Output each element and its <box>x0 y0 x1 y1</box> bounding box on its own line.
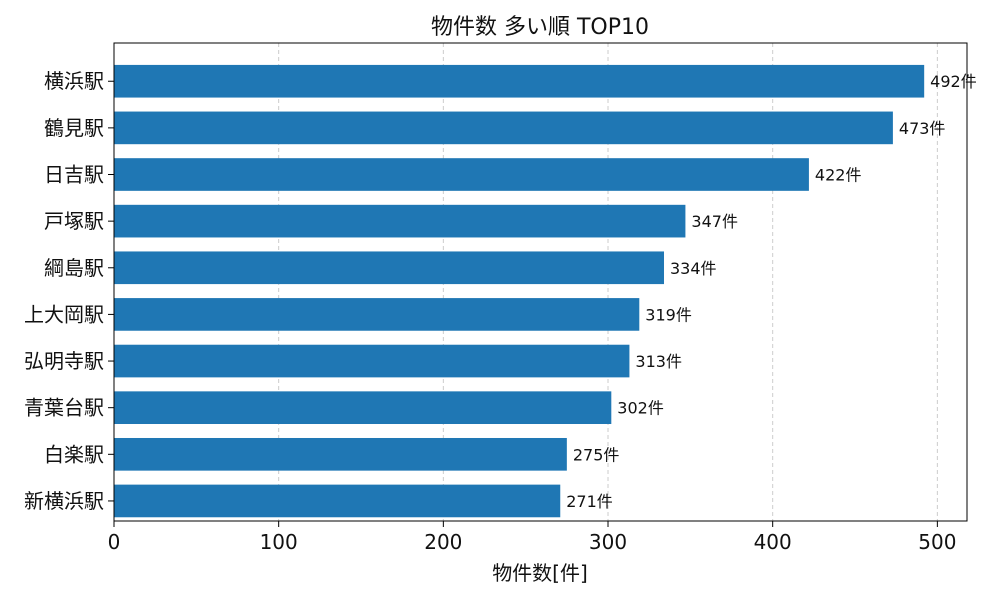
bar-value-label: 473件 <box>899 119 946 138</box>
bar-value-label: 347件 <box>691 212 738 231</box>
bar <box>114 158 809 191</box>
category-label: 綱島駅 <box>44 256 104 280</box>
category-label: 新横浜駅 <box>24 489 104 513</box>
bar-value-label: 319件 <box>645 305 692 324</box>
plot-frame <box>113 42 968 522</box>
bar-value-label: 492件 <box>930 72 977 91</box>
category-label: 横浜駅 <box>44 69 104 93</box>
bar <box>114 251 665 285</box>
x-tick-label: 400 <box>754 530 792 554</box>
bar-value-label: 271件 <box>566 492 613 511</box>
x-tick-label: 200 <box>424 530 462 554</box>
bar-value-label: 313件 <box>635 352 682 371</box>
bars <box>114 64 925 518</box>
x-axis-ticks: 0 100 200 300 400 500 <box>108 521 956 554</box>
bar-value-label: 275件 <box>573 445 620 464</box>
bar-value-labels: 492件 473件 422件 347件 334件 319件 313件 302件 275件 271件 <box>566 72 976 511</box>
bar <box>114 437 567 471</box>
x-tick-label: 100 <box>260 530 298 554</box>
x-tick-label: 0 <box>108 530 121 554</box>
bar <box>114 64 925 98</box>
bar-value-label: 422件 <box>815 166 862 185</box>
category-label: 上大岡駅 <box>24 302 104 326</box>
bar-value-label: 302件 <box>617 399 664 418</box>
bar-value-label: 334件 <box>670 259 717 278</box>
x-tick-label: 300 <box>589 530 627 554</box>
plot-border <box>113 42 968 522</box>
bar <box>114 391 612 425</box>
category-label: 青葉台駅 <box>24 396 104 420</box>
category-label: 鶴見駅 <box>44 116 104 140</box>
x-tick-label: 500 <box>918 530 956 554</box>
category-label: 白楽駅 <box>44 442 104 466</box>
bar <box>114 344 630 378</box>
x-axis-label: 物件数[件] <box>492 561 588 585</box>
category-label: 日吉駅 <box>44 163 104 187</box>
bar <box>114 204 686 238</box>
bar <box>114 111 893 145</box>
category-label: 弘明寺駅 <box>24 349 104 373</box>
bar <box>114 484 561 518</box>
bar <box>114 298 640 331</box>
category-label: 戸塚駅 <box>44 209 104 233</box>
chart-title: 物件数 多い順 TOP10 <box>431 15 649 40</box>
